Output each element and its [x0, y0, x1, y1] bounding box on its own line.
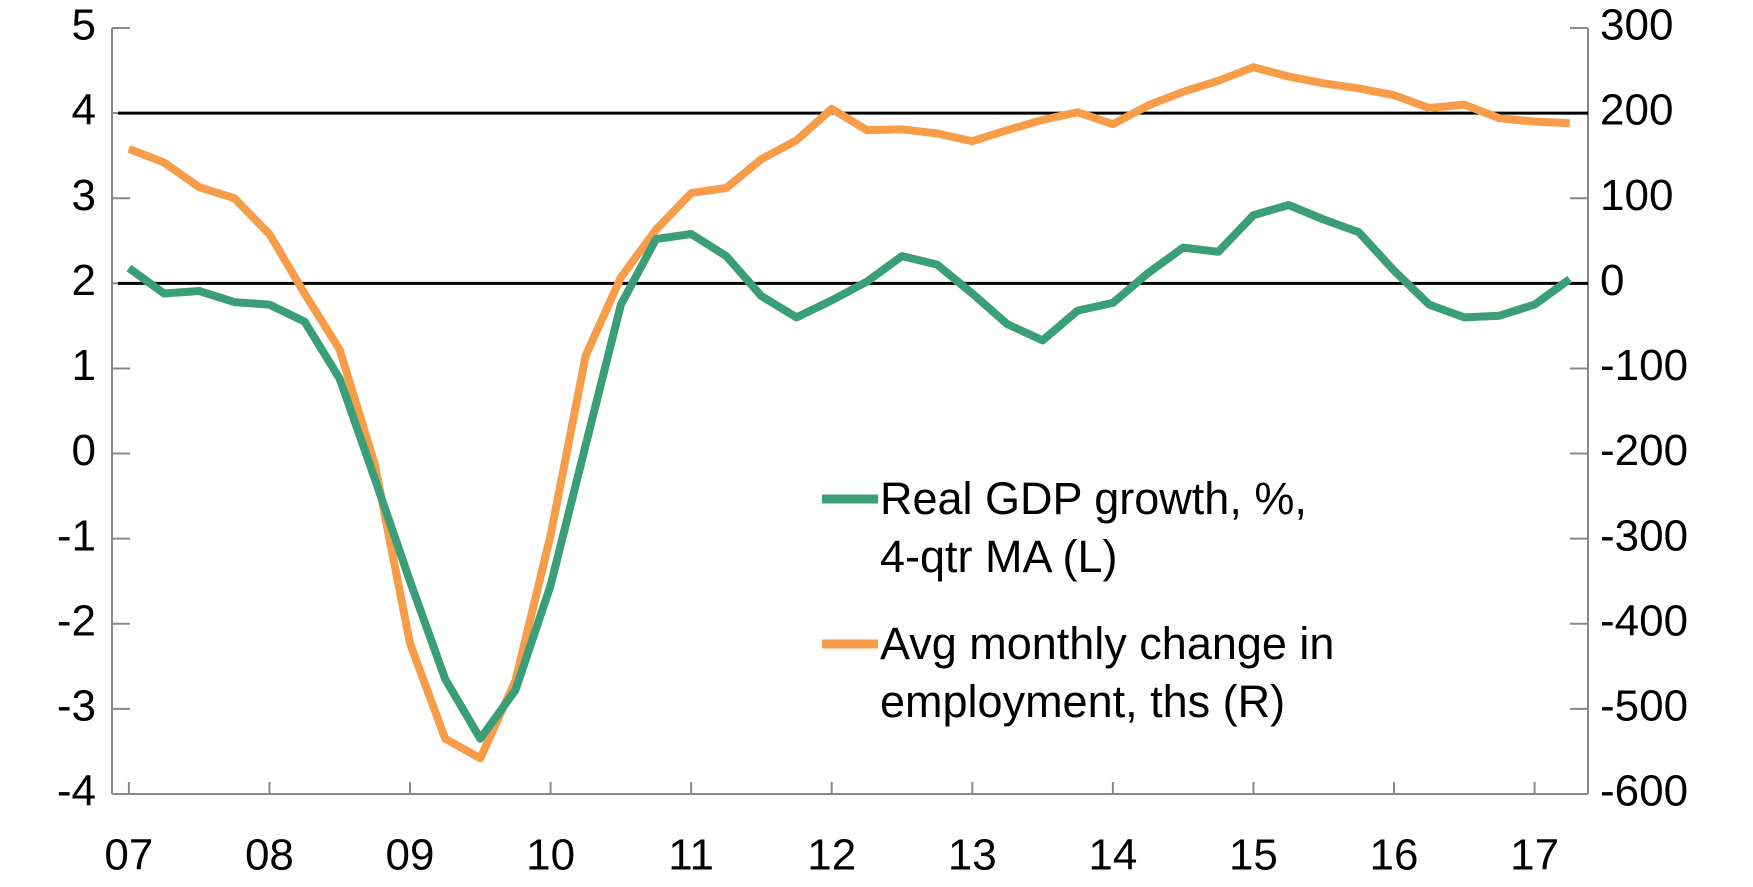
y2-tick-label: -200 — [1600, 426, 1688, 475]
y2-tick-label: -600 — [1600, 767, 1688, 816]
legend-label: Real GDP growth, %, 4-qtr MA (L) — [880, 473, 1307, 582]
y-tick-label: 3 — [72, 171, 96, 220]
y-tick-label: 2 — [72, 256, 96, 305]
x-tick-label: 16 — [1370, 831, 1419, 880]
y-tick-label: 1 — [72, 341, 96, 390]
x-tick-label: 08 — [245, 831, 294, 880]
y2-tick-label: -400 — [1600, 596, 1688, 645]
x-tick-label: 13 — [948, 831, 997, 880]
y2-tick-label: -500 — [1600, 682, 1688, 731]
y-tick-label: -2 — [57, 596, 96, 645]
y-tick-label: 0 — [72, 426, 96, 475]
y2-tick-label: -100 — [1600, 341, 1688, 390]
y-tick-label: -4 — [57, 767, 96, 816]
x-tick-label: 07 — [104, 831, 153, 880]
x-tick-label: 12 — [807, 831, 856, 880]
x-tick-label: 11 — [668, 831, 714, 880]
y-tick-label: -3 — [57, 682, 96, 731]
y-tick-label: 5 — [72, 1, 96, 50]
legend-label: Avg monthly change in employment, ths (R… — [880, 618, 1335, 727]
y2-tick-label: 0 — [1600, 256, 1624, 305]
y-tick-label: -1 — [57, 511, 96, 560]
x-tick-label: 14 — [1088, 831, 1137, 880]
y-tick-label: 4 — [72, 86, 96, 135]
x-tick-label: 15 — [1229, 831, 1278, 880]
series-line — [127, 63, 1570, 763]
x-tick-label: 10 — [526, 831, 575, 880]
y2-tick-label: 300 — [1600, 1, 1673, 50]
series-line — [126, 201, 1573, 743]
y2-tick-label: -300 — [1600, 511, 1688, 560]
x-tick-label: 09 — [386, 831, 435, 880]
x-tick-label: 17 — [1510, 831, 1559, 880]
y2-tick-label: 200 — [1600, 86, 1673, 135]
y2-tick-label: 100 — [1600, 171, 1673, 220]
